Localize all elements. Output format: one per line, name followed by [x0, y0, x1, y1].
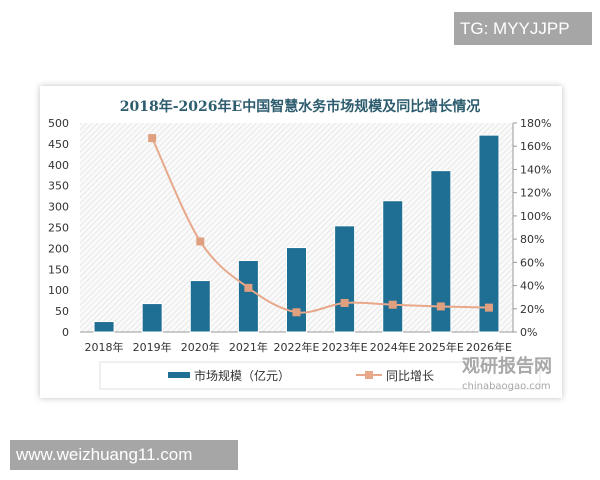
bar: [478, 134, 500, 333]
x-tick-label: 2022年E: [274, 340, 320, 354]
x-tick-label: 2021年: [229, 340, 268, 354]
legend-line-marker: [365, 371, 373, 379]
x-tick-label: 2024年E: [370, 340, 416, 354]
y-tick-label: 450: [48, 138, 69, 151]
y2-tick-label: 120%: [520, 187, 551, 200]
x-tick-label: 2018年: [85, 340, 124, 354]
y2-tick-label: 160%: [520, 140, 551, 153]
bar: [141, 303, 163, 333]
watermark-tg: TG: MYYJJPP: [454, 12, 592, 45]
y-tick-label: 150: [48, 263, 69, 276]
y2-tick-label: 0%: [520, 326, 537, 339]
bar: [382, 200, 404, 333]
x-tick-label: 2023年E: [322, 340, 368, 354]
y-tick-label: 500: [48, 117, 69, 130]
bar: [430, 170, 452, 333]
x-tick-label: 2020年: [181, 340, 220, 354]
legend-bar-swatch: [168, 372, 190, 378]
y2-tick-label: 180%: [520, 117, 551, 130]
bar: [334, 225, 356, 333]
y-tick-label: 300: [48, 201, 69, 214]
legend-bar-label: 市场规模（亿元）: [194, 368, 290, 383]
y2-tick-label: 80%: [520, 233, 544, 246]
y-tick-label: 0: [62, 326, 69, 339]
growth-marker: [436, 302, 445, 311]
x-tick-label: 2026年E: [466, 340, 512, 354]
bar: [93, 321, 115, 333]
growth-marker: [484, 303, 493, 312]
bar: [189, 280, 211, 333]
watermark-site: www.weizhuang11.com: [10, 440, 238, 470]
y2-tick-label: 40%: [520, 280, 544, 293]
y-tick-label: 50: [55, 305, 69, 318]
y-tick-label: 200: [48, 242, 69, 255]
bar: [286, 247, 307, 333]
y2-tick-label: 20%: [520, 303, 544, 316]
y2-tick-label: 60%: [520, 256, 544, 269]
y-tick-label: 250: [48, 222, 69, 235]
x-tick-label: 2025年E: [418, 340, 464, 354]
bar: [237, 260, 259, 333]
growth-marker: [148, 134, 157, 143]
x-tick-label: 2019年: [133, 340, 172, 354]
y-tick-label: 350: [48, 180, 69, 193]
brand-logo: 观研报告网: [462, 355, 552, 377]
y-tick-label: 100: [48, 284, 69, 297]
y-tick-label: 400: [48, 159, 69, 172]
brand-url: chinabaogao.com: [462, 381, 551, 392]
growth-marker: [196, 237, 205, 246]
growth-marker: [244, 283, 253, 292]
y2-tick-label: 140%: [520, 163, 551, 176]
legend-line-label: 同比增长: [386, 369, 434, 383]
y2-tick-label: 100%: [520, 210, 551, 223]
chart-title: 2018年-2026年E中国智慧水务市场规模及同比增长情况: [120, 98, 480, 115]
growth-marker: [340, 298, 349, 307]
growth-marker: [292, 308, 301, 317]
growth-marker: [388, 300, 397, 309]
